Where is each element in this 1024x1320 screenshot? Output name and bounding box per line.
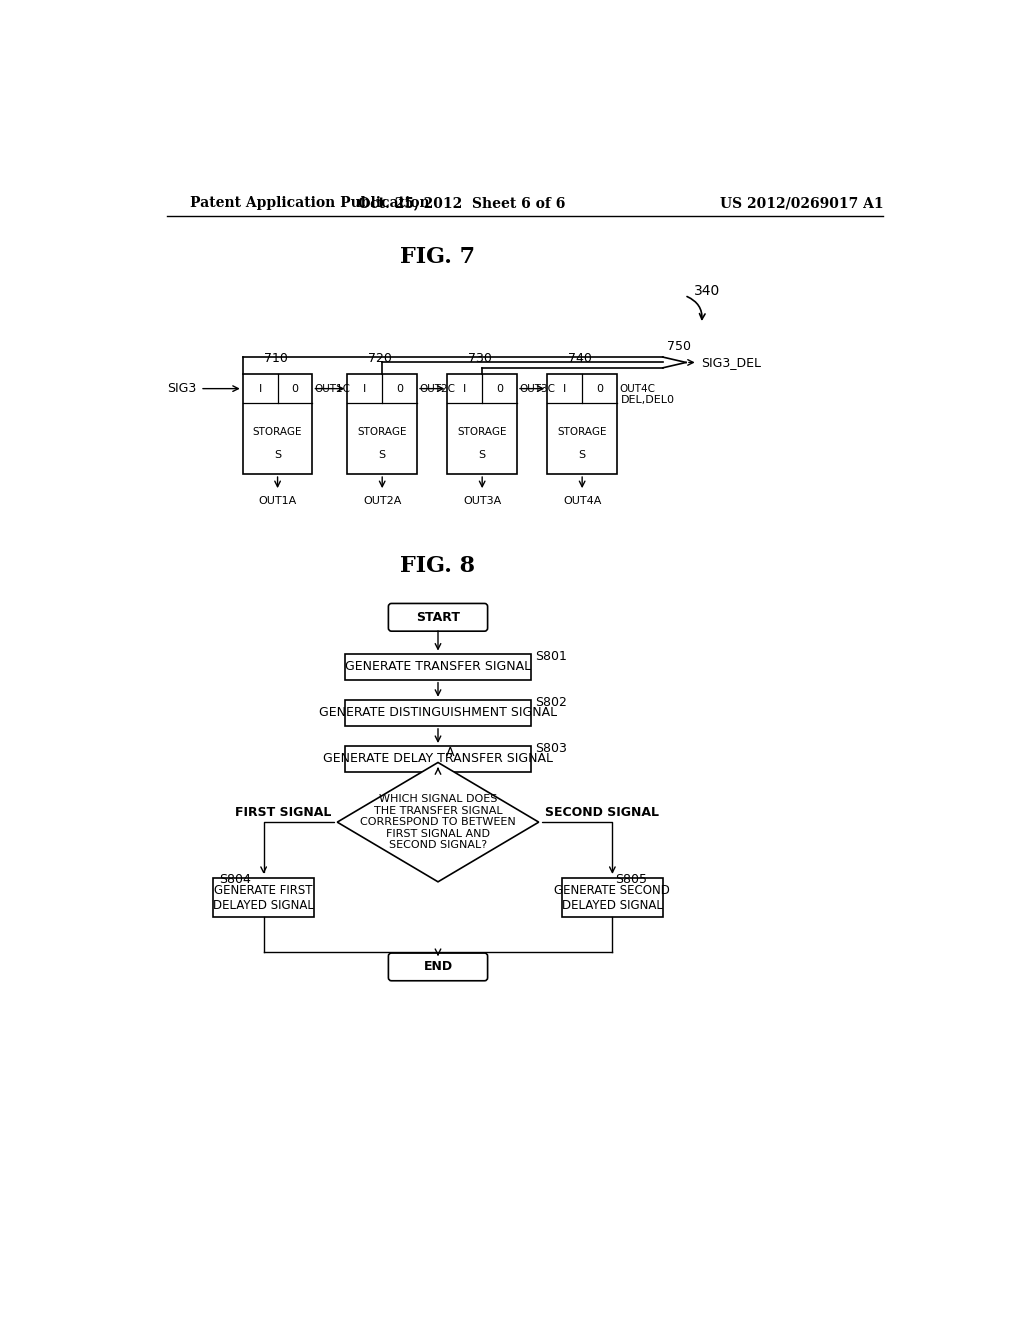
Text: S: S xyxy=(579,450,586,459)
Polygon shape xyxy=(337,763,539,882)
Text: S802: S802 xyxy=(535,696,566,709)
Text: DEL,DEL0: DEL,DEL0 xyxy=(621,395,675,405)
Text: OUT3A: OUT3A xyxy=(463,496,502,506)
Text: STORAGE: STORAGE xyxy=(357,426,407,437)
Text: 0: 0 xyxy=(596,384,603,393)
Text: S803: S803 xyxy=(535,742,566,755)
Text: I: I xyxy=(463,384,466,393)
Text: FIG. 7: FIG. 7 xyxy=(400,246,475,268)
Text: I: I xyxy=(258,384,262,393)
Bar xyxy=(562,878,663,917)
Text: US 2012/0269017 A1: US 2012/0269017 A1 xyxy=(721,197,884,210)
Text: STORAGE: STORAGE xyxy=(557,426,607,437)
Text: S801: S801 xyxy=(535,649,566,663)
Text: 710: 710 xyxy=(263,351,288,364)
Bar xyxy=(345,746,531,772)
Bar xyxy=(213,878,314,917)
Text: WHICH SIGNAL DOES
THE TRANSFER SIGNAL
CORRESPOND TO BETWEEN
FIRST SIGNAL AND
SEC: WHICH SIGNAL DOES THE TRANSFER SIGNAL CO… xyxy=(360,793,516,850)
Text: Oct. 25, 2012  Sheet 6 of 6: Oct. 25, 2012 Sheet 6 of 6 xyxy=(357,197,565,210)
Text: START: START xyxy=(416,611,460,624)
Bar xyxy=(345,700,531,726)
Text: FIG. 8: FIG. 8 xyxy=(400,556,475,578)
Text: 720: 720 xyxy=(369,351,392,364)
Bar xyxy=(347,374,417,474)
Text: 340: 340 xyxy=(693,284,720,298)
Text: 0: 0 xyxy=(396,384,403,393)
Text: END: END xyxy=(424,961,453,973)
Bar xyxy=(345,653,531,680)
Text: OUT2A: OUT2A xyxy=(364,496,401,506)
Text: 0: 0 xyxy=(292,384,299,393)
Text: A: A xyxy=(445,746,455,759)
Text: 0: 0 xyxy=(496,384,503,393)
Text: OUT2C: OUT2C xyxy=(420,384,456,393)
Bar xyxy=(547,374,617,474)
Text: Patent Application Publication: Patent Application Publication xyxy=(190,197,430,210)
FancyBboxPatch shape xyxy=(388,603,487,631)
Text: STORAGE: STORAGE xyxy=(458,426,507,437)
Text: GENERATE SECOND
DELAYED SIGNAL: GENERATE SECOND DELAYED SIGNAL xyxy=(554,883,671,912)
Text: S: S xyxy=(274,450,282,459)
Text: I: I xyxy=(563,384,566,393)
Text: GENERATE TRANSFER SIGNAL: GENERATE TRANSFER SIGNAL xyxy=(345,660,531,673)
Bar xyxy=(243,374,312,474)
Text: OUT1A: OUT1A xyxy=(258,496,297,506)
Text: I: I xyxy=(364,384,367,393)
Bar xyxy=(447,374,517,474)
Text: STORAGE: STORAGE xyxy=(253,426,302,437)
Text: SECOND SIGNAL: SECOND SIGNAL xyxy=(545,807,659,820)
Text: 730: 730 xyxy=(468,351,493,364)
Text: 750: 750 xyxy=(667,341,690,354)
Text: OUT3C: OUT3C xyxy=(519,384,555,393)
Text: GENERATE FIRST
DELAYED SIGNAL: GENERATE FIRST DELAYED SIGNAL xyxy=(213,883,314,912)
Text: SIG3: SIG3 xyxy=(167,381,197,395)
Text: S805: S805 xyxy=(614,873,647,886)
Text: FIRST SIGNAL: FIRST SIGNAL xyxy=(234,807,331,820)
Text: S: S xyxy=(379,450,386,459)
FancyBboxPatch shape xyxy=(388,953,487,981)
Text: S804: S804 xyxy=(219,873,251,886)
Text: OUT4A: OUT4A xyxy=(563,496,601,506)
Text: GENERATE DISTINGUISHMENT SIGNAL: GENERATE DISTINGUISHMENT SIGNAL xyxy=(318,706,557,719)
Text: S: S xyxy=(478,450,485,459)
Text: OUT4C: OUT4C xyxy=(620,384,655,393)
Text: SIG3_DEL: SIG3_DEL xyxy=(701,356,762,370)
Text: GENERATE DELAY TRANSFER SIGNAL: GENERATE DELAY TRANSFER SIGNAL xyxy=(323,752,553,766)
Text: 740: 740 xyxy=(568,351,592,364)
Text: OUT1C: OUT1C xyxy=(314,384,351,393)
